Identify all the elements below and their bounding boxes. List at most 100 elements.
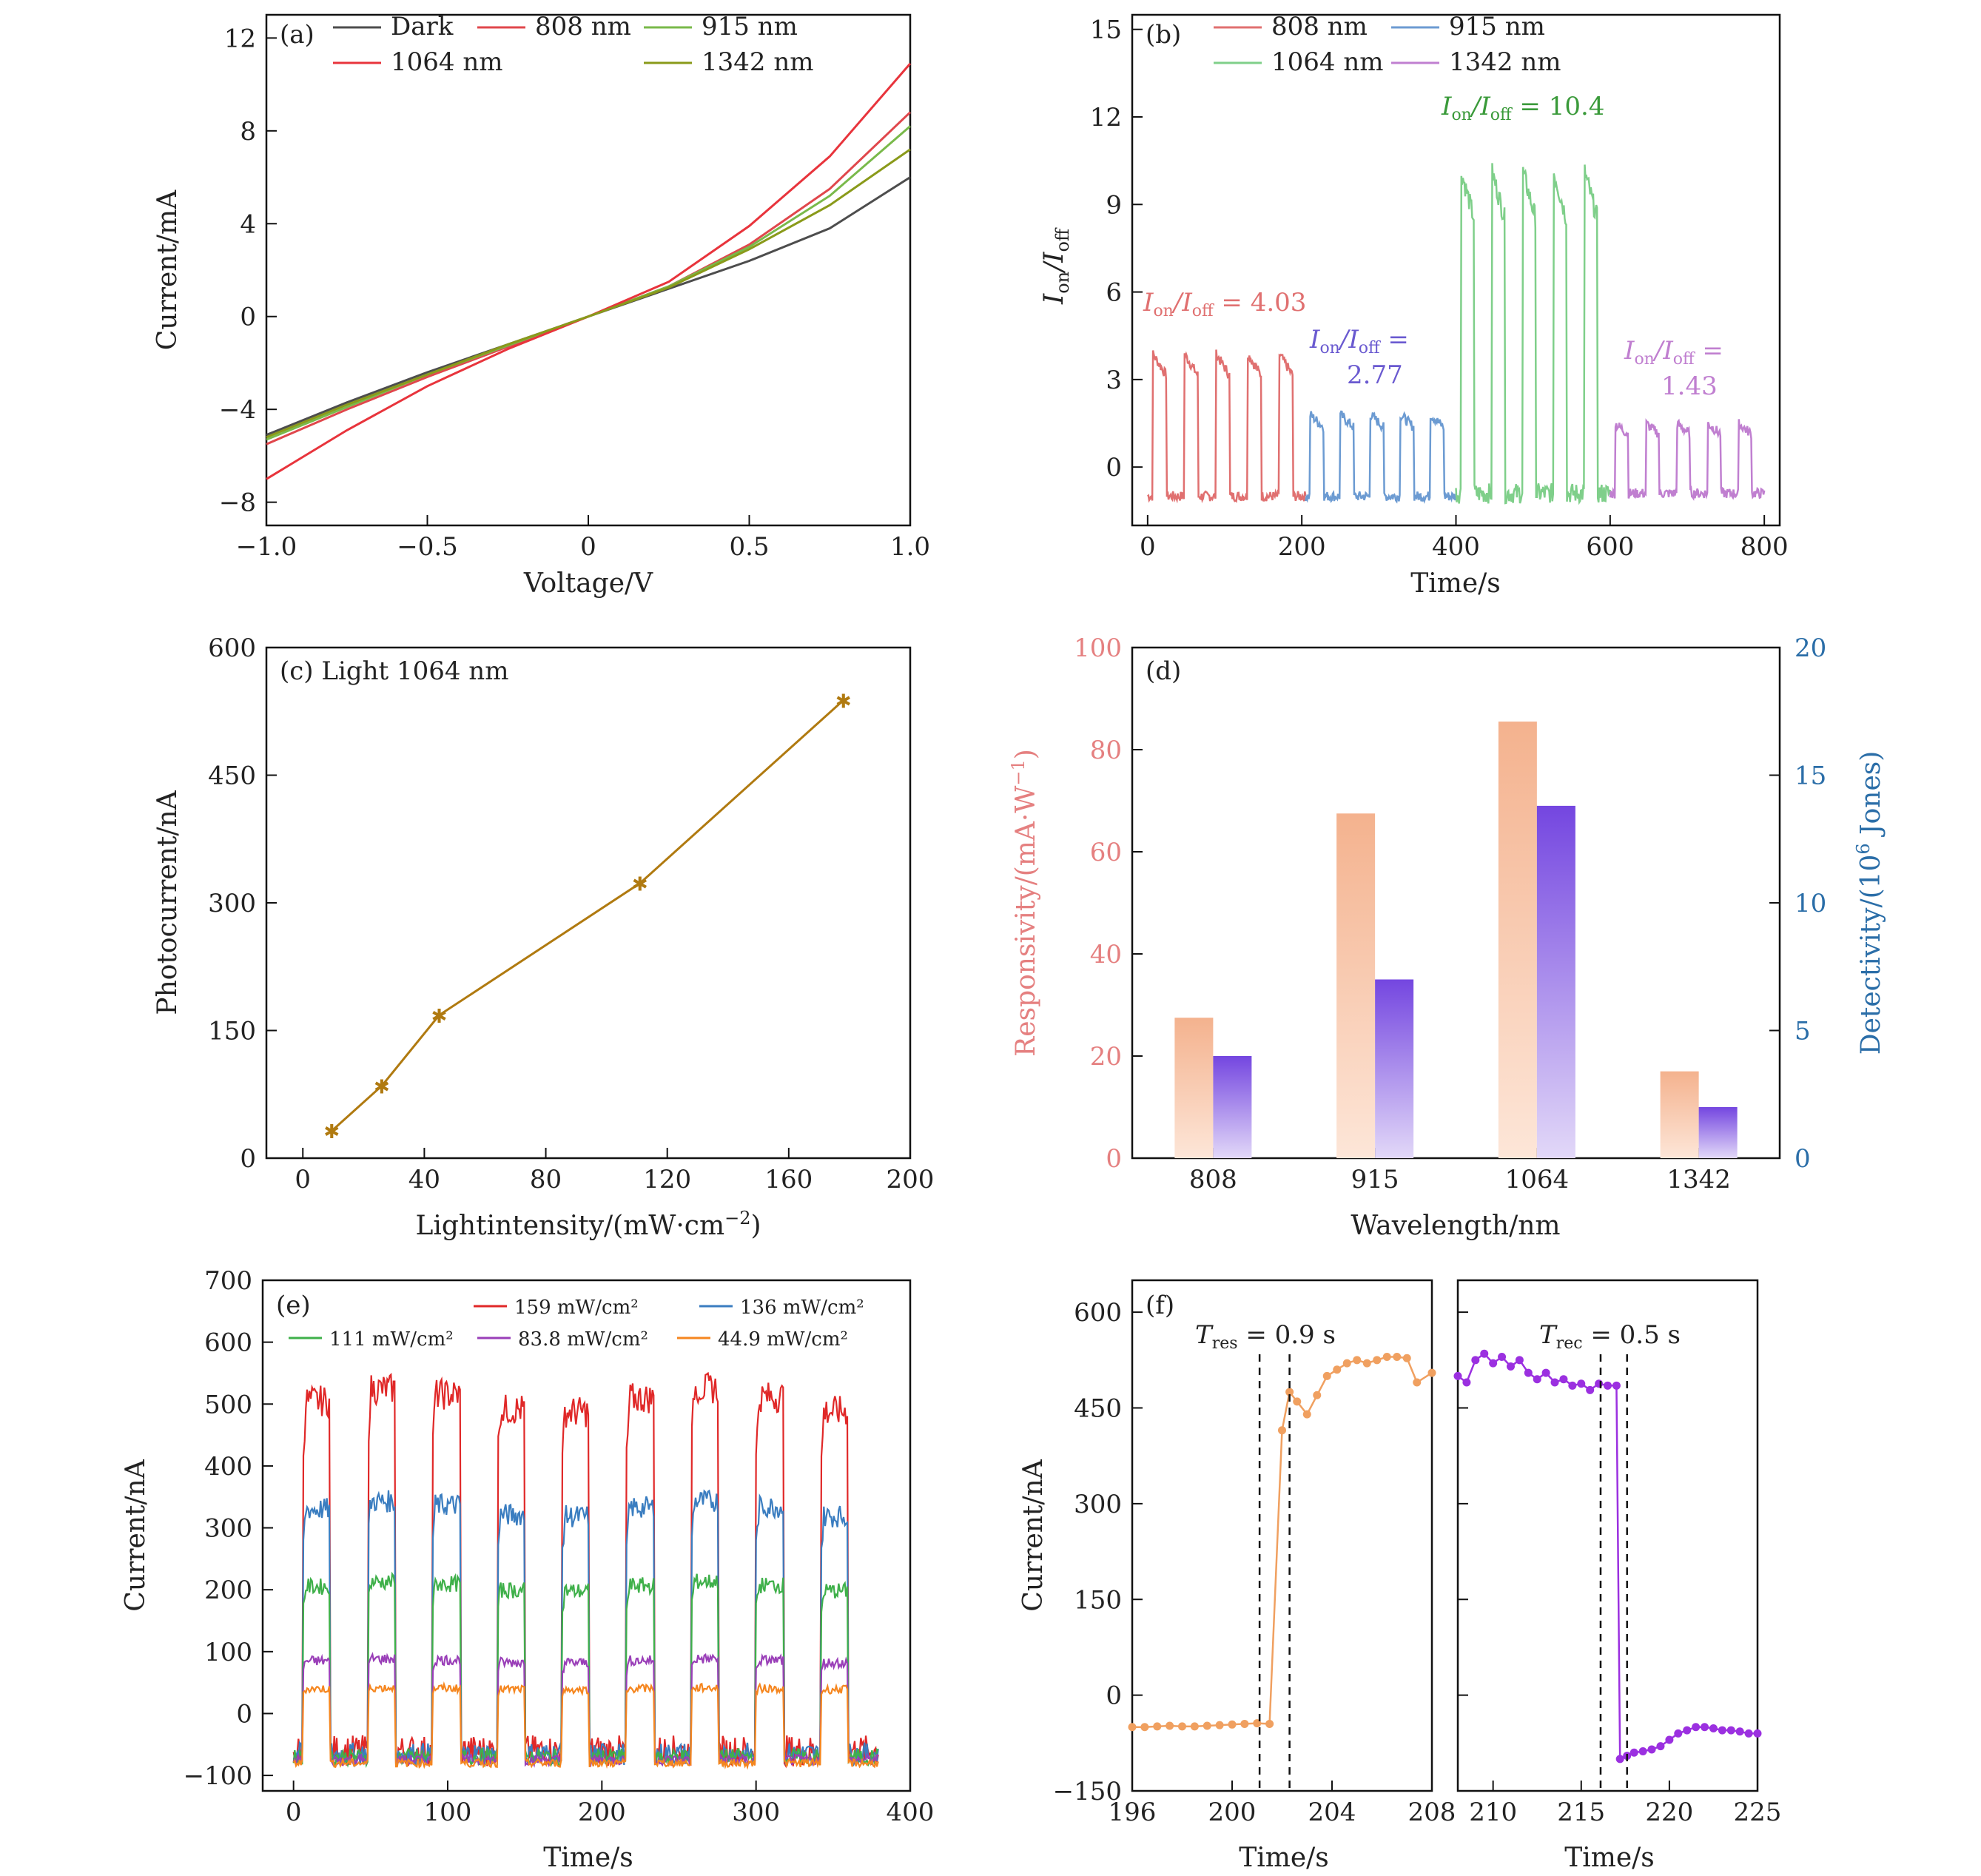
panel-e-ytick-label: 700 (204, 1266, 252, 1296)
panel-e-legend-label: 136 mW/cm² (740, 1297, 864, 1319)
panel-a-ytick-label: 0 (240, 303, 256, 332)
panel-f-left-point (1178, 1722, 1186, 1731)
panel-f-left-point (1342, 1359, 1351, 1368)
panel-f-right-point (1726, 1726, 1735, 1735)
panel-e-legend-label: 159 mW/cm² (514, 1297, 639, 1319)
panel-f-left-xtick-label: 204 (1308, 1798, 1356, 1827)
panel-a-legend-label: Dark (391, 12, 454, 41)
panel-d-bar-responsivity (1660, 1071, 1699, 1158)
panel-f-left-point (1413, 1378, 1422, 1387)
panel-f-right-point (1615, 1755, 1624, 1764)
panel-f-right-point (1718, 1726, 1726, 1735)
panel-f-left-point (1285, 1388, 1294, 1396)
panel-d-bar-detectivity (1536, 805, 1575, 1158)
panel-e-xtick-label: 300 (732, 1798, 780, 1827)
panel-f-right-annotation: Trec = 0.5 s (1539, 1320, 1681, 1353)
panel-e-label: (e) (276, 1291, 311, 1320)
panel-f-right-point (1577, 1379, 1586, 1388)
panel-e-ytick-label: 300 (204, 1514, 252, 1544)
panel-e-series-3 (292, 1652, 879, 1768)
panel-c-xtick-label: 0 (295, 1165, 311, 1194)
panel-f-right-line (1457, 1352, 1758, 1761)
panel-b-series-3 (1609, 418, 1766, 501)
panel-f-left-xtick-label: 208 (1408, 1798, 1456, 1827)
panel-b-xtick-label: 0 (1140, 532, 1156, 562)
panel-c-xlabel: Lightintensity/(mW·cm−2) (415, 1208, 761, 1241)
panel-a-ylabel: Current/mA (152, 189, 183, 350)
panel-b-label: (b) (1146, 20, 1181, 50)
panel-e-ytick-label: −100 (184, 1761, 252, 1791)
panel-f-right-point (1568, 1381, 1577, 1390)
panel-d-bar-responsivity (1174, 1018, 1214, 1158)
panel-f-right-xtick-label: 220 (1645, 1798, 1693, 1827)
panel-f-right-point (1453, 1371, 1462, 1380)
panel-e-series-0 (292, 1371, 879, 1769)
panel-c-line (331, 699, 844, 1132)
panel-f-left-point (1203, 1721, 1211, 1730)
panel-d-xtick-label: 1064 (1505, 1165, 1570, 1194)
panel-f-left-point (1373, 1356, 1382, 1365)
panel-f-left-point (1393, 1353, 1402, 1361)
panel-e-ytick-label: 0 (236, 1699, 252, 1729)
panel-f-left-point (1293, 1397, 1302, 1406)
panel-f-right-point (1524, 1368, 1533, 1377)
panel-e-legend-label: 83.8 mW/cm² (518, 1328, 648, 1351)
panel-f-left-point (1313, 1391, 1322, 1399)
panel-f-left-point (1402, 1354, 1411, 1362)
panel-a-ytick-label: 8 (240, 117, 256, 147)
panel-d-left-ytick-label: 100 (1074, 633, 1122, 663)
panel-d-xtick-label: 915 (1351, 1165, 1399, 1194)
panel-d-bar-detectivity (1213, 1056, 1252, 1158)
panel-f-left-frame (1131, 1279, 1433, 1792)
panel-f-right-xlabel: Time/s (1564, 1843, 1655, 1873)
panel-b-legend-label: 915 nm (1449, 12, 1545, 41)
panel-c-frame (265, 646, 912, 1160)
panel-a-series-3 (266, 62, 912, 480)
panel-b-ylabel-sub2: off (1052, 227, 1073, 252)
panel-f-right-point (1701, 1723, 1709, 1732)
panel-f-ytick-label: −150 (1053, 1777, 1122, 1806)
panel-e-ytick-label: 200 (204, 1576, 252, 1605)
panel-d-right-ytick-label: 0 (1795, 1144, 1811, 1174)
panel-e-legend-label: 111 mW/cm² (329, 1328, 454, 1351)
panel-f-left-point (1265, 1719, 1274, 1728)
panel-b-xtick-label: 200 (1278, 532, 1326, 562)
panel-f-ytick-label: 0 (1106, 1681, 1122, 1711)
panel-f-ytick-label: 600 (1074, 1298, 1122, 1328)
panel-b-annotation-808: Ion/Ioff = 4.03 (1143, 288, 1306, 320)
panel-a-series-2 (266, 125, 911, 441)
panel-a-xlabel: Voltage/V (523, 568, 653, 599)
panel-d-right-ytick-label: 15 (1795, 762, 1826, 791)
panel-a-ytick-label: −4 (219, 395, 256, 425)
panel-b-ylabel-main: I (1039, 293, 1069, 305)
panel-f-left-xlabel: Time/s (1239, 1843, 1329, 1873)
panel-f-right-point (1753, 1729, 1762, 1738)
panel-f-right-point (1735, 1727, 1744, 1736)
panel-d-bar-detectivity (1375, 979, 1414, 1158)
panel-a-xtick-label: 0 (580, 532, 596, 562)
panel-a-ytick-label: 12 (224, 24, 256, 53)
panel-b-series-1 (1305, 410, 1457, 504)
panel-f-right-point (1462, 1378, 1471, 1387)
panel-b-annotation-1064: Ion/Ioff = 10.4 (1441, 92, 1604, 124)
panel-c-xtick-label: 160 (764, 1165, 813, 1194)
panel-e-series-1 (292, 1489, 879, 1769)
panel-f-left-point (1353, 1356, 1362, 1365)
panel-e-series-2 (292, 1571, 879, 1769)
panel-e-ylabel: Current/nA (121, 1459, 151, 1611)
panel-e-ytick-label: 600 (204, 1328, 252, 1358)
panel-f-ytick-label: 450 (1074, 1394, 1122, 1424)
panel-d-xlabel: Wavelength/nm (1351, 1211, 1560, 1241)
panel-d-bar-responsivity (1498, 722, 1537, 1158)
panel-e-legend-label: 44.9 mW/cm² (718, 1328, 848, 1351)
panel-d-bar-responsivity (1336, 813, 1376, 1158)
panel-b-ytick-label: 9 (1106, 190, 1122, 220)
panel-b-ylabel-mid: /I (1039, 252, 1069, 274)
panel-f-left-point (1128, 1723, 1137, 1732)
panel-f-ytick-label: 150 (1074, 1585, 1122, 1615)
panel-b-series-0 (1146, 349, 1307, 504)
panel-f-right-point (1638, 1747, 1647, 1756)
panel-a-series-4 (266, 148, 911, 439)
panel-b-xlabel: Time/s (1410, 568, 1501, 599)
panel-a-xtick-label: −0.5 (397, 532, 458, 562)
